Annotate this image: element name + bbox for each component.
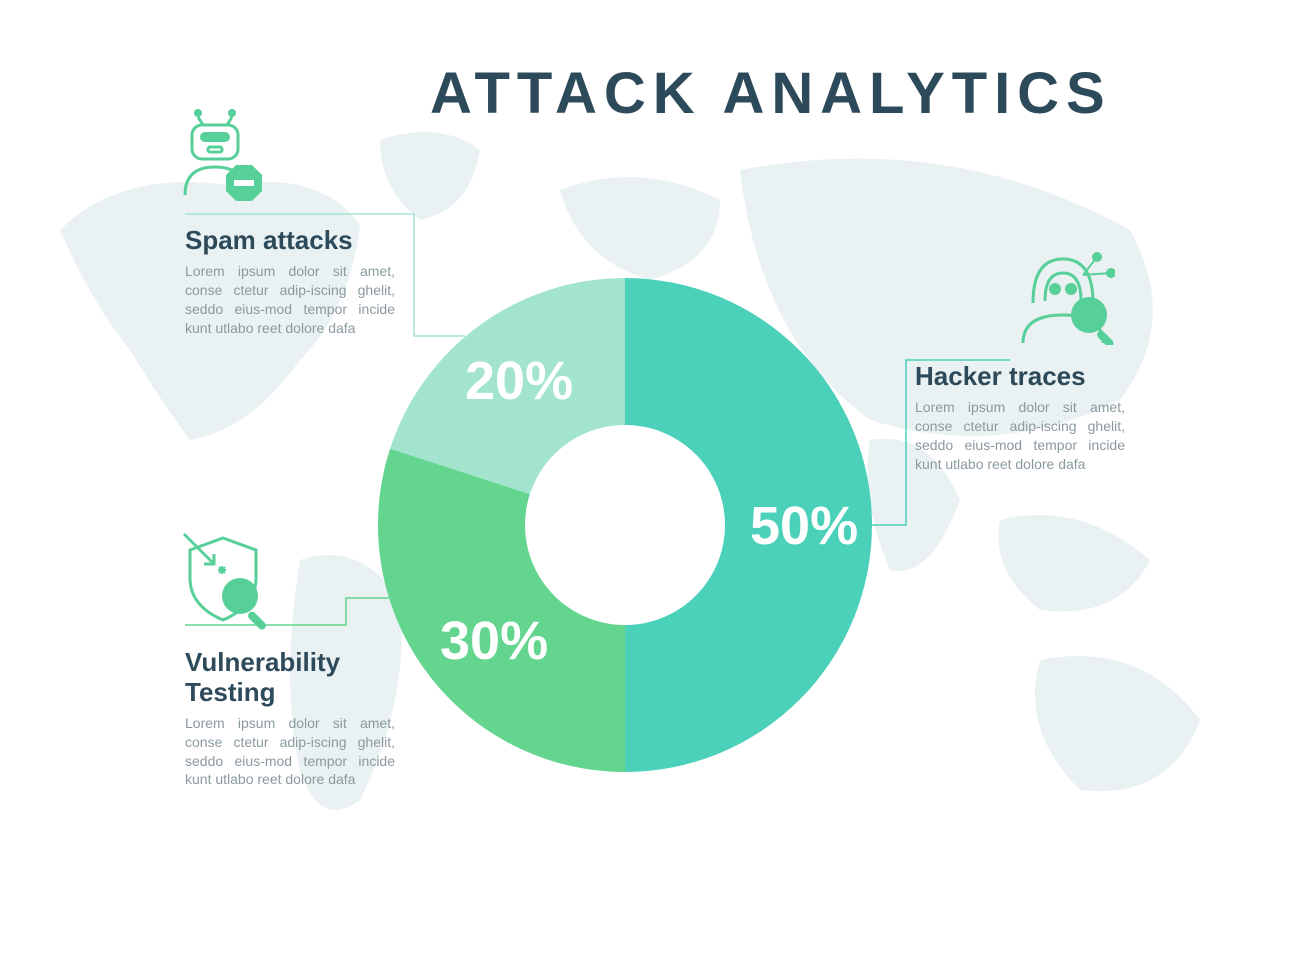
callout-hacker: Hacker traces Lorem ipsum dolor sit amet,… bbox=[915, 362, 1125, 473]
donut-label-spam: 20% bbox=[465, 350, 573, 412]
callout-heading-hacker: Hacker traces bbox=[915, 362, 1125, 392]
shield-magnifier-icon bbox=[178, 530, 278, 630]
callout-heading-vuln: Vulnerability Testing bbox=[185, 648, 395, 708]
page-title: ATTACK ANALYTICS bbox=[430, 60, 1112, 127]
callout-vuln: Vulnerability TestingLorem ipsum dolor s… bbox=[185, 648, 395, 789]
robot-spam-icon bbox=[170, 105, 270, 205]
donut-label-vuln: 30% bbox=[440, 610, 548, 672]
donut-label-hacker: 50% bbox=[750, 495, 858, 557]
donut-hole bbox=[525, 425, 725, 625]
hacker-magnifier-icon bbox=[1015, 245, 1115, 345]
callout-heading-spam: Spam attacks bbox=[185, 226, 395, 256]
callout-body-spam: Lorem ipsum dolor sit amet, conse ctetur… bbox=[185, 262, 395, 338]
callout-body-hacker: Lorem ipsum dolor sit amet, conse ctetur… bbox=[915, 398, 1125, 474]
callout-body-vuln: Lorem ipsum dolor sit amet, conse ctetur… bbox=[185, 714, 395, 790]
callout-spam: Spam attacks Lorem ipsum dolor sit amet, … bbox=[185, 226, 395, 337]
